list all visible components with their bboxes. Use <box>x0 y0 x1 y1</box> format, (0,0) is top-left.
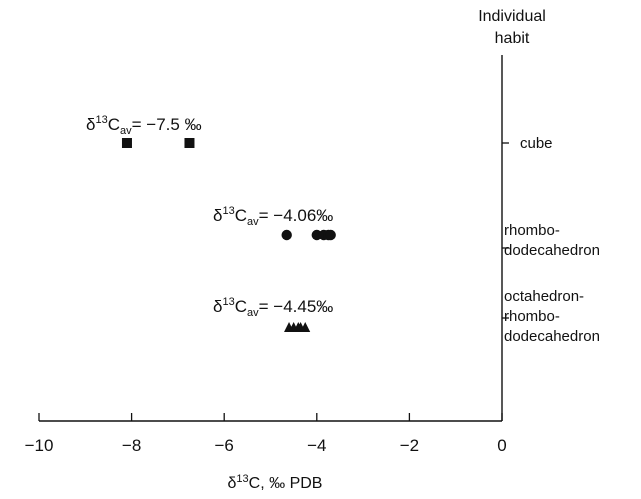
x-tick-label: −10 <box>25 436 54 455</box>
habit-label-line: octahedron- <box>504 288 584 305</box>
habit-label-line: rhombo- <box>504 222 560 239</box>
average-annotation: δ13Cav= −4.45‰ <box>213 296 333 319</box>
data-point-circle <box>325 229 336 241</box>
x-axis-title: δ13C, ‰ PDB <box>228 473 323 492</box>
data-point-square <box>184 138 195 148</box>
x-tick-label: −2 <box>400 436 419 455</box>
average-value: −4.45‰ <box>273 297 333 316</box>
habit-label-line: cube <box>520 135 553 152</box>
habit-label-line: dodecahedron <box>504 242 600 259</box>
x-tick-label: −6 <box>215 436 234 455</box>
data-point-circle <box>281 229 292 241</box>
data-point-triangle <box>300 322 311 332</box>
habit-axis-title-line: habit <box>495 30 530 47</box>
habit-axis-title-line: Individual <box>478 8 546 25</box>
average-annotation: δ13Cav= −7.5 ‰ <box>86 114 202 137</box>
x-tick-label: 0 <box>497 436 506 455</box>
habit-label-line: rhombo- <box>504 308 560 325</box>
average-value: −7.5 ‰ <box>146 115 201 134</box>
average-value: −4.06‰ <box>273 206 333 225</box>
average-annotation: δ13Cav= −4.06‰ <box>213 205 333 228</box>
data-point-square <box>121 138 132 148</box>
x-tick-label: −4 <box>307 436 326 455</box>
x-tick-label: −8 <box>122 436 141 455</box>
habit-label-line: dodecahedron <box>504 328 600 345</box>
